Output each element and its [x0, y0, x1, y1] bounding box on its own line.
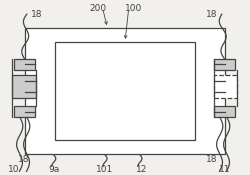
Text: 101: 101: [96, 165, 114, 174]
Text: 18: 18: [206, 10, 217, 19]
Text: 200: 200: [89, 4, 106, 13]
Text: 12: 12: [136, 165, 147, 174]
Bar: [25, 28, 225, 154]
Text: 18: 18: [206, 155, 217, 164]
Text: 18: 18: [30, 10, 42, 19]
Bar: [214, 75, 236, 98]
Text: 18: 18: [18, 155, 30, 164]
Text: 10: 10: [8, 165, 20, 174]
Text: 100: 100: [125, 4, 142, 13]
Text: 9a: 9a: [48, 165, 60, 174]
Text: 11: 11: [219, 165, 231, 174]
Bar: [55, 42, 195, 140]
Bar: [12, 75, 36, 98]
Bar: [14, 106, 35, 117]
Bar: [14, 59, 35, 70]
Bar: [214, 106, 235, 117]
Bar: [214, 59, 235, 70]
